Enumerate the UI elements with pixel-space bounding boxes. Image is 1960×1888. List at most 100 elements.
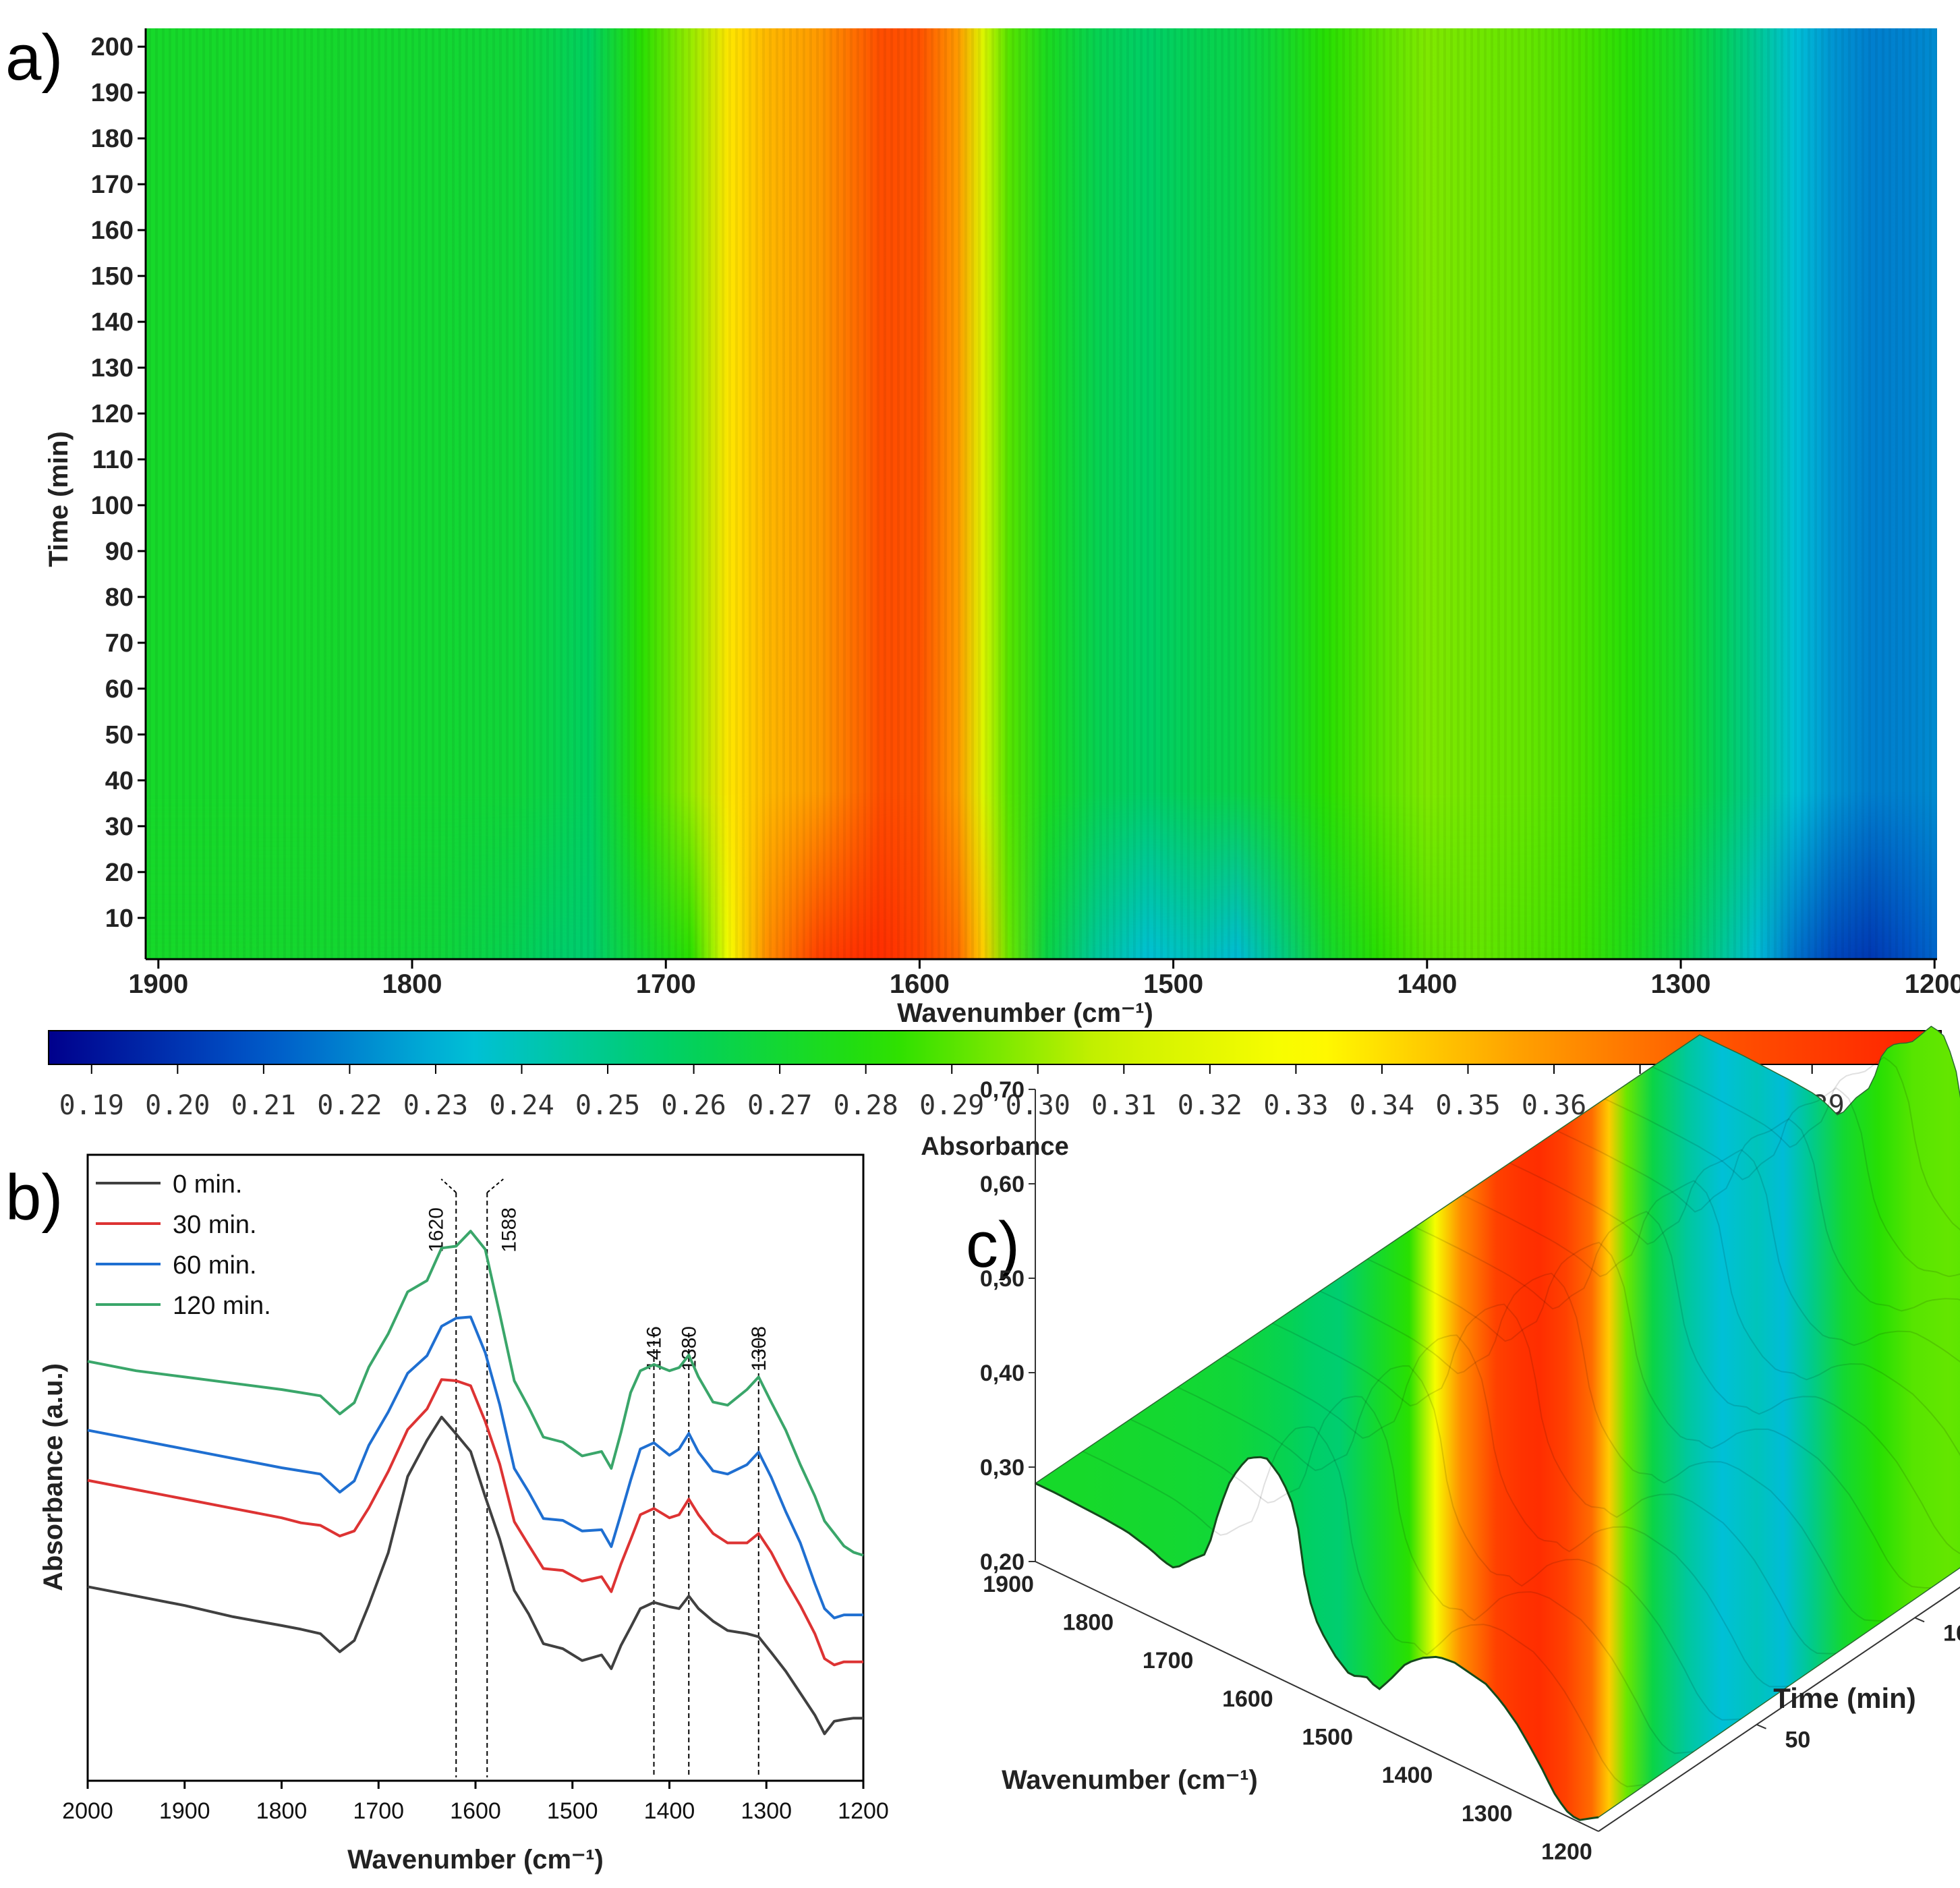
- heatmap-y-tick-label: 90: [105, 538, 134, 566]
- legend-label: 0 min.: [173, 1170, 242, 1199]
- surface-ridge-line: [1604, 1087, 1960, 1278]
- line-chart-x-tick-label: 1900: [159, 1798, 210, 1824]
- surface-x-axis: [1035, 1561, 1599, 1832]
- line-chart-y-label: Absorbance (a.u.): [38, 1363, 68, 1591]
- surface-ridge-line: [1224, 1334, 1789, 1688]
- heatmap-y-tick-label: 10: [105, 905, 134, 933]
- surface-x-tick-label: 1700: [1143, 1648, 1194, 1674]
- surface-ridge-line: [1319, 1272, 1884, 1622]
- heatmap-y-tick-label: 140: [91, 308, 134, 337]
- heatmap-y-tick-label: 70: [105, 629, 134, 658]
- surface-z-tick-label: 0,60: [980, 1172, 1025, 1197]
- surface-time-tick-mark: [1914, 1617, 1925, 1623]
- colorbar-tick-label: 0.27: [747, 1090, 812, 1121]
- heatmap-x-tick-label: 1600: [890, 969, 950, 999]
- line-series-1: [87, 1378, 863, 1667]
- heatmap-y-tick-label: 40: [105, 767, 134, 795]
- panel-a-heatmap: a) 1900 1800 1700 1600 1500 1400 1300 1200 10 20…: [5, 22, 1960, 1161]
- line-series-3: [87, 1230, 864, 1557]
- heatmap-x-tick-label: 1700: [636, 969, 696, 999]
- surface-x-label: Wavenumber (cm⁻¹): [1002, 1765, 1258, 1795]
- line-chart-x-tick-label: 1800: [256, 1798, 308, 1824]
- surface-time-label: Time (min): [1773, 1682, 1916, 1714]
- surface-ridge-line: [1130, 1396, 1694, 1754]
- surface-plot: [1034, 1025, 1960, 1821]
- heatmap-x-tick-label: 1400: [1397, 969, 1457, 999]
- heatmap-y-tick-label: 120: [91, 400, 134, 428]
- surface-ridge-line: [1272, 1303, 1836, 1655]
- line-chart-x-tick-label: 1500: [547, 1798, 598, 1824]
- line-series-0: [87, 1415, 863, 1736]
- heatmap-y-ticks: 10 20 30 40 50 60 70 80 90 100 110 120 130 140 150 160 1…: [91, 33, 146, 933]
- heatmap-x-tick-label: 1800: [382, 969, 442, 999]
- heatmap-y-tick-label: 190: [91, 79, 134, 107]
- heatmap-y-tick-label: 60: [105, 675, 134, 704]
- line-chart-x-tick-label: 1300: [741, 1798, 792, 1824]
- colorbar-tick-label: 0.25: [575, 1090, 640, 1121]
- heatmap-y-tick-label: 150: [91, 262, 134, 291]
- colorbar-tick-label: 0.29: [919, 1090, 984, 1121]
- line-chart-x-tick-label: 1700: [353, 1798, 404, 1824]
- heatmap-y-tick-label: 50: [105, 721, 134, 749]
- annotation-label: 1588: [498, 1207, 520, 1253]
- panel-c-label: c): [966, 1209, 1020, 1281]
- line-chart-legend: 0 min. 30 min. 60 min. 120 min.: [96, 1170, 271, 1320]
- heatmap-y-tick-label: 100: [91, 492, 134, 520]
- heatmap-x-tick-label: 1300: [1651, 969, 1711, 999]
- line-chart-x-tick-label: 1600: [450, 1798, 501, 1824]
- heatmap-y-tick-label: 160: [91, 217, 134, 245]
- line-chart-x-ticks: 2000 1900 1800 1700 1600 1500 1400 1300 1200: [62, 1781, 889, 1824]
- surface-x-tick-label: 1400: [1382, 1763, 1433, 1788]
- surface-ridge-line: [1414, 1211, 1960, 1554]
- heatmap-texture: [146, 28, 1937, 959]
- surface-z-tick-label: 0,20: [980, 1549, 1025, 1575]
- line-chart-x-tick-label: 1200: [838, 1798, 889, 1824]
- heatmap-y-tick-label: 110: [92, 446, 134, 474]
- surface-ridge-line: [1509, 1149, 1960, 1363]
- colorbar-tick-label: 0.19: [59, 1090, 124, 1121]
- colorbar-tick-label: 0.36: [1522, 1090, 1586, 1121]
- colorbar: [48, 1030, 1942, 1065]
- surface-z-tick-label: 0,40: [980, 1361, 1025, 1386]
- legend-label: 60 min.: [173, 1251, 257, 1280]
- heatmap-y-label: Time (min): [44, 431, 74, 567]
- annotation-label: 1620: [425, 1207, 447, 1253]
- heatmap-x-label: Wavenumber (cm⁻¹): [897, 998, 1153, 1028]
- surface-x-tick-label: 1800: [1063, 1609, 1114, 1635]
- legend-label: 120 min.: [173, 1292, 271, 1320]
- annotation-leader: [440, 1178, 457, 1193]
- surface-z-tick-label: 0,50: [980, 1266, 1025, 1292]
- colorbar-tick-label: 0.21: [231, 1090, 296, 1121]
- surface-time-tick-label: 100: [1943, 1620, 1960, 1646]
- heatmap-x-tick-label: 1900: [128, 969, 188, 999]
- surface-time-axis: [1598, 1586, 1960, 1832]
- surface-x-tick-label: 1900: [983, 1572, 1034, 1597]
- panel-b-label: b): [5, 1162, 63, 1234]
- surface-ridge-line: [1177, 1365, 1741, 1721]
- colorbar-label: Absorbance: [921, 1133, 1069, 1161]
- surface-ridge-line: [1367, 1241, 1931, 1589]
- surface-x-tick-label: 1600: [1222, 1686, 1273, 1712]
- heatmap-y-tick-label: 130: [91, 354, 134, 382]
- surface-time-tick-label: 50: [1785, 1727, 1811, 1753]
- heatmap-y-tick-label: 30: [105, 813, 134, 841]
- colorbar-tick-label: 0.32: [1178, 1090, 1242, 1121]
- heatmap-y-tick-label: 20: [105, 859, 134, 887]
- colorbar-tick-label: 0.22: [317, 1090, 382, 1121]
- surface-z-tick-label: 0,30: [980, 1455, 1025, 1481]
- surface-ridge-line: [1462, 1180, 1960, 1456]
- panel-c-3d-surface: c) 0,20 0,30 0,40 0,50 0,60 0,70 1900 1800 1700 1…: [966, 1025, 1960, 1864]
- line-series-2: [87, 1315, 863, 1620]
- surface-ridge-line: [1652, 1056, 1960, 1231]
- surface-x-tick-label: 1500: [1302, 1724, 1353, 1750]
- line-chart-series: [87, 1230, 864, 1736]
- surface-x-tick-label: 1200: [1541, 1839, 1592, 1864]
- heatmap-y-tick-label: 180: [91, 125, 134, 153]
- surface-z-tick-label: 0,70: [980, 1077, 1025, 1103]
- colorbar-tick-label: 0.28: [834, 1090, 898, 1121]
- colorbar-tick-label: 0.26: [661, 1090, 726, 1121]
- surface-axes: 0,20 0,30 0,40 0,50 0,60 0,70 1900 1800 1700 1600…: [980, 1077, 1960, 1864]
